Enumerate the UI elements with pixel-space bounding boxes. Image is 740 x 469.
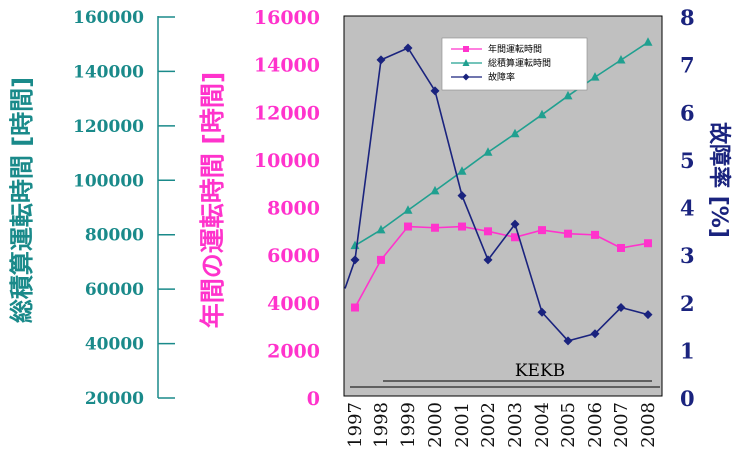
cumulative-tick-label: 140000 [73, 62, 144, 82]
data-point [563, 90, 573, 100]
annual-tick-label: 14000 [254, 55, 320, 77]
data-point [510, 219, 520, 229]
x-tick-label: 2007 [611, 402, 632, 448]
failure-tick-label: 8 [680, 5, 695, 30]
failure-tick-label: 4 [680, 196, 695, 221]
failure-tick-label: 6 [680, 100, 695, 125]
x-tick-label: 2003 [505, 402, 526, 448]
failure-axis: 8 7 6 5 4 3 2 1 0 [680, 5, 695, 411]
cumulative-tick-label: 40000 [85, 335, 144, 355]
annual-axis: 16000 14000 12000 10000 8000 6000 4000 2000 0 [254, 7, 320, 410]
annual-axis-label: 年間の運転時間 [時間] [198, 72, 227, 329]
x-tick-label: 2000 [425, 402, 446, 448]
cumulative-tick-label: 20000 [85, 389, 144, 409]
annual-tick-label: 6000 [267, 245, 320, 267]
data-point [403, 43, 413, 53]
data-point [564, 229, 572, 238]
legend-marker [462, 73, 470, 81]
x-tick-label: 2005 [558, 402, 579, 448]
data-point [590, 72, 600, 81]
data-point [376, 55, 386, 65]
cumulative-tick-label: 160000 [73, 8, 144, 28]
data-point [617, 243, 625, 252]
data-point [404, 222, 412, 231]
data-point [590, 329, 600, 339]
cumulative-axis: 160000 140000 120000 100000 80000 60000 40000 2… [73, 8, 175, 409]
data-point [483, 147, 493, 156]
failure-tick-label: 5 [680, 148, 695, 173]
data-point [591, 230, 599, 239]
data-point [350, 255, 360, 265]
legend-label: 総積算運転時間 [488, 57, 551, 69]
cumulative-axis-label: 総積算運転時間 [時間] [8, 77, 36, 323]
annual-tick-label: 8000 [267, 198, 320, 220]
x-tick-label: 1998 [371, 402, 392, 448]
kekb-annotation: KEKB [350, 361, 660, 388]
data-point [616, 54, 626, 64]
legend-marker [463, 46, 469, 52]
data-point [537, 109, 547, 119]
data-point [484, 227, 492, 236]
annual-tick-label: 2000 [267, 340, 320, 362]
failure-tick-label: 1 [680, 338, 695, 363]
x-axis: 1997 1998 1999 2000 2001 2002 2003 2004 2005 2006… [345, 402, 659, 448]
data-point [430, 86, 440, 96]
x-tick-label: 2006 [585, 402, 606, 448]
cumulative-tick-label: 100000 [73, 171, 144, 191]
x-tick-label: 2002 [478, 402, 499, 448]
annual-tick-label: 4000 [267, 293, 320, 315]
data-point [643, 37, 653, 46]
annual-tick-label: 0 [307, 388, 320, 410]
cumulative-tick-label: 60000 [85, 280, 144, 300]
data-point [376, 224, 386, 234]
data-point [616, 303, 626, 313]
annual-tick-label: 10000 [254, 150, 320, 172]
failure-tick-label: 3 [680, 243, 695, 268]
data-point [644, 239, 652, 248]
data-point [377, 255, 385, 264]
data-point [351, 303, 359, 312]
series-line-cumulative [354, 41, 649, 247]
series-line-annual [354, 225, 649, 308]
data-point [510, 128, 520, 138]
data-point [538, 226, 546, 235]
data-point [403, 205, 413, 214]
data-point [511, 233, 519, 242]
x-tick-label: 1997 [345, 402, 366, 448]
data-point [483, 255, 493, 265]
data-point [457, 166, 467, 175]
data-point [537, 307, 547, 317]
data-point [457, 191, 467, 201]
data-point [563, 336, 573, 346]
failure-axis-label: 故障率 [%] [706, 122, 732, 238]
data-point [431, 223, 439, 232]
data-point [643, 310, 653, 320]
legend-label: 年間運転時間 [488, 43, 542, 55]
annual-tick-label: 16000 [254, 7, 320, 29]
x-tick-label: 2001 [452, 402, 473, 448]
legend-marker [462, 59, 470, 66]
legend-label: 故障率 [488, 71, 515, 83]
cumulative-tick-label: 120000 [73, 117, 144, 137]
failure-tick-label: 7 [680, 53, 695, 78]
x-tick-label: 2008 [638, 402, 659, 448]
x-tick-label: 1999 [398, 402, 419, 448]
failure-tick-label: 0 [680, 386, 695, 411]
annual-tick-label: 12000 [254, 102, 320, 124]
data-point [458, 222, 466, 231]
data-point [430, 185, 440, 195]
cumulative-tick-label: 80000 [85, 226, 144, 246]
kekb-label: KEKB [515, 361, 565, 381]
x-tick-label: 2004 [532, 402, 553, 448]
failure-tick-label: 2 [680, 291, 695, 316]
